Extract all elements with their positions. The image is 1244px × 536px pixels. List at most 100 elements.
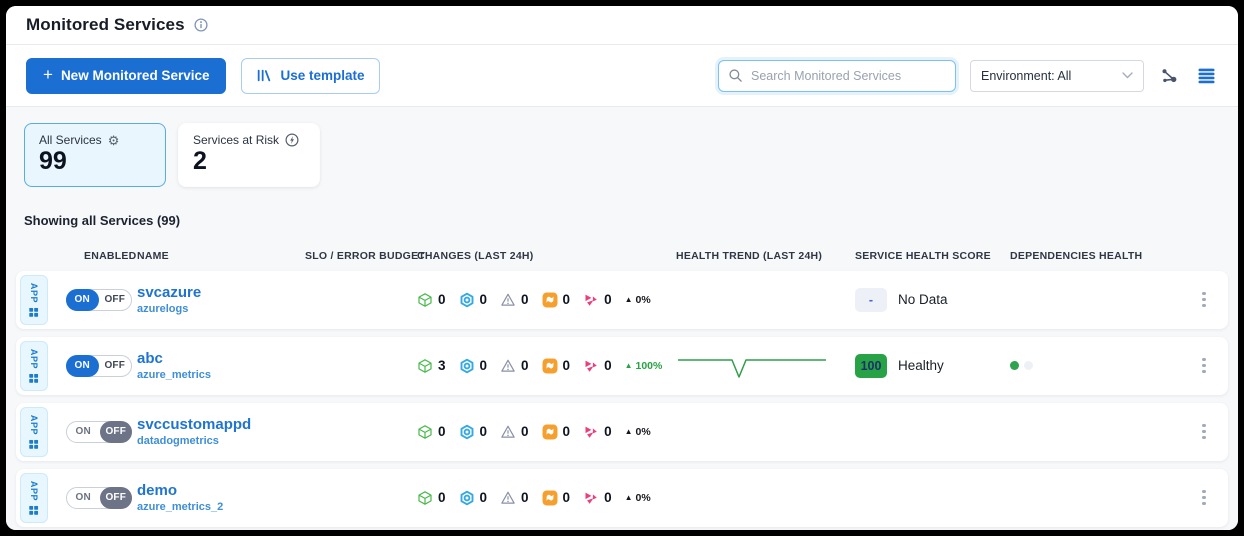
health-score-badge: 100 bbox=[855, 353, 887, 378]
new-monitored-service-label: New Monitored Service bbox=[60, 68, 210, 83]
health-score-cell: 100 Healthy bbox=[855, 353, 1010, 378]
use-template-button[interactable]: Use template bbox=[241, 57, 380, 94]
row-menu-kebab-icon[interactable] bbox=[1196, 288, 1212, 312]
col-enabled: ENABLED bbox=[84, 249, 137, 262]
service-type-tab: APP bbox=[20, 274, 48, 325]
row-menu-kebab-icon[interactable] bbox=[1196, 486, 1212, 510]
apps-grid-icon bbox=[29, 373, 39, 383]
apps-grid-icon bbox=[29, 505, 39, 515]
list-view-icon[interactable] bbox=[1195, 66, 1218, 86]
toggle-off-label: OFF bbox=[104, 293, 126, 305]
row-menu-kebab-icon[interactable] bbox=[1196, 420, 1212, 444]
health-trend-cell bbox=[676, 351, 855, 381]
service-type-label: APP bbox=[29, 282, 39, 303]
environment-filter-select[interactable]: Environment: All bbox=[970, 59, 1144, 92]
change-count-event-shards: 0 bbox=[583, 490, 612, 506]
service-rows-list: APP ON OFF svcazure azurelogs 0 0 0 0 0 ▲ 0% bbox=[16, 270, 1228, 527]
change-delta: ▲ 0% bbox=[624, 425, 651, 438]
up-triangle-icon: ▲ bbox=[624, 360, 633, 370]
all-services-label: All Services bbox=[39, 133, 102, 147]
toggle-off-label: OFF bbox=[99, 486, 132, 509]
toggle-off-label: OFF bbox=[104, 359, 126, 371]
dependency-health-dot bbox=[1010, 361, 1019, 370]
change-count-event-shards: 0 bbox=[583, 424, 612, 440]
hexagon-node-icon bbox=[459, 292, 475, 308]
changes-cell: 0 0 0 0 0 ▲ 0% bbox=[417, 490, 676, 506]
enabled-toggle[interactable]: ON OFF bbox=[66, 354, 132, 377]
enabled-toggle[interactable]: ON OFF bbox=[66, 288, 132, 311]
service-name-link[interactable]: demo bbox=[137, 482, 178, 500]
new-monitored-service-button[interactable]: + New Monitored Service bbox=[26, 57, 227, 94]
service-subtitle: azurelogs bbox=[137, 302, 189, 315]
flag-icon bbox=[542, 424, 558, 440]
toggle-on-label: ON bbox=[66, 288, 99, 311]
table-header-row: ENABLED NAME SLO / ERROR BUDGET CHANGES … bbox=[16, 250, 1228, 262]
showing-services-text: Showing all Services (99) bbox=[24, 212, 181, 228]
service-subtitle: azure_metrics bbox=[137, 368, 211, 381]
warning-triangle-icon bbox=[500, 358, 516, 374]
all-services-count: 99 bbox=[39, 147, 67, 175]
flag-icon bbox=[542, 358, 558, 374]
col-name: NAME bbox=[137, 249, 169, 262]
row-menu-kebab-icon[interactable] bbox=[1196, 354, 1212, 378]
topology-view-icon[interactable] bbox=[1158, 65, 1181, 87]
deploy-cube-icon bbox=[417, 490, 433, 506]
col-health-score: SERVICE HEALTH SCORE bbox=[855, 249, 991, 262]
change-count-deploy-cube: 3 bbox=[417, 358, 446, 374]
event-shards-icon bbox=[583, 490, 599, 506]
dependencies-cell bbox=[1010, 361, 1180, 370]
deploy-cube-icon bbox=[417, 424, 433, 440]
event-shards-icon bbox=[583, 292, 599, 308]
environment-filter-value: Environment: All bbox=[981, 68, 1072, 83]
change-count-flag: 0 bbox=[542, 358, 570, 374]
search-input[interactable] bbox=[749, 67, 946, 84]
gear-icon: ⚙ bbox=[107, 132, 120, 148]
service-row: APP ON OFF svcazure azurelogs 0 0 0 0 0 ▲ 0% bbox=[16, 270, 1228, 329]
service-type-tab: APP bbox=[20, 340, 48, 391]
up-triangle-icon: ▲ bbox=[624, 294, 633, 304]
hexagon-node-icon bbox=[459, 358, 475, 374]
lightning-circle-icon bbox=[285, 133, 299, 147]
toolbar: + New Monitored Service Use template bbox=[6, 45, 1238, 107]
toggle-off-label: OFF bbox=[99, 420, 132, 443]
col-health-trend: HEALTH TREND (LAST 24H) bbox=[676, 249, 823, 262]
dependency-health-dot bbox=[1024, 361, 1033, 370]
chevron-down-icon bbox=[1122, 72, 1133, 79]
change-count-warning-triangle: 0 bbox=[500, 292, 529, 308]
page-title: Monitored Services bbox=[26, 15, 185, 34]
warning-triangle-icon bbox=[500, 490, 516, 506]
service-row: APP ON OFF demo azure_metrics_2 0 0 0 0 0 ▲ 0% bbox=[16, 468, 1228, 527]
deploy-cube-icon bbox=[417, 292, 433, 308]
col-slo: SLO / ERROR BUDGET bbox=[305, 249, 426, 262]
health-score-label: No Data bbox=[898, 292, 948, 307]
card-all-services[interactable]: All Services ⚙ 99 bbox=[24, 123, 166, 187]
service-subtitle: datadogmetrics bbox=[137, 434, 219, 447]
change-count-warning-triangle: 0 bbox=[500, 358, 529, 374]
enabled-toggle[interactable]: ON OFF bbox=[66, 486, 132, 509]
service-row: APP ON OFF svccustomappd datadogmetrics … bbox=[16, 402, 1228, 461]
change-delta: ▲ 100% bbox=[624, 359, 663, 372]
changes-cell: 0 0 0 0 0 ▲ 0% bbox=[417, 424, 676, 440]
template-library-icon bbox=[256, 68, 272, 83]
change-delta: ▲ 0% bbox=[624, 491, 651, 504]
event-shards-icon bbox=[583, 358, 599, 374]
flag-icon bbox=[542, 292, 558, 308]
service-name-link[interactable]: svccustomappd bbox=[137, 416, 252, 434]
card-services-at-risk[interactable]: Services at Risk 2 bbox=[178, 123, 320, 187]
health-score-cell: - No Data bbox=[855, 287, 1010, 312]
change-count-hexagon-node: 0 bbox=[459, 358, 487, 374]
enabled-toggle[interactable]: ON OFF bbox=[66, 420, 132, 443]
warning-triangle-icon bbox=[500, 292, 516, 308]
change-delta: ▲ 0% bbox=[624, 293, 651, 306]
change-count-deploy-cube: 0 bbox=[417, 490, 446, 506]
app-window: Monitored Services + New Monitored Servi… bbox=[6, 6, 1238, 530]
change-count-flag: 0 bbox=[542, 424, 570, 440]
change-count-deploy-cube: 0 bbox=[417, 424, 446, 440]
service-row: APP ON OFF abc azure_metrics 3 0 0 0 0 ▲ 100% bbox=[16, 336, 1228, 395]
search-icon bbox=[728, 68, 743, 83]
service-name-link[interactable]: svcazure bbox=[137, 284, 202, 302]
service-name-link[interactable]: abc bbox=[137, 350, 163, 368]
info-icon[interactable] bbox=[192, 16, 210, 34]
col-changes: CHANGES (LAST 24H) bbox=[417, 249, 534, 262]
content-area: All Services ⚙ 99 Services at Risk 2 bbox=[6, 107, 1238, 530]
